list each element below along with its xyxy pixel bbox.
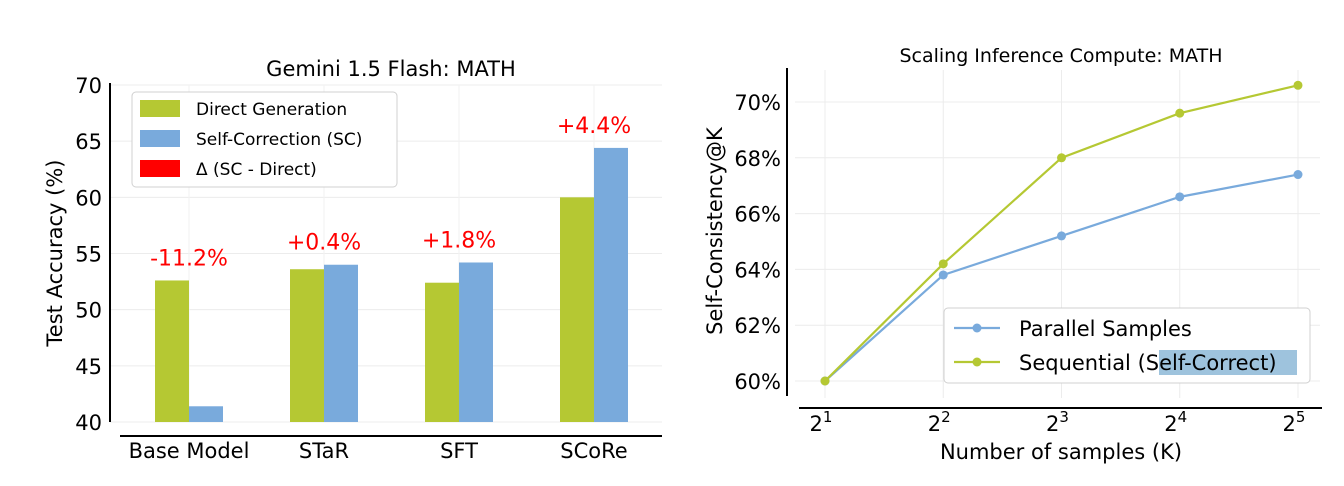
legend-label-sequential-prefix: Sequential ( [1019,351,1146,375]
bar-direct-score [560,197,594,422]
point-sequential-2 [820,376,830,386]
point-parallel-8 [1057,231,1066,241]
right-y-tick-70: 70% [734,91,781,115]
right-x-tick-base-16: 2 [1164,412,1177,436]
right-y-axis-label: Self-Consistency@K [703,126,727,335]
right-x-tick-2: 21 [810,408,833,436]
right-x-tick-base-4: 2 [928,412,941,436]
legend-highlight [1159,350,1297,375]
left-delta-labels: -11.2% +0.4% +1.8% +4.4% [150,114,631,272]
left-y-tick-70: 70 [75,74,102,98]
right-axes [786,68,1322,409]
right-x-tick-exp-8: 3 [1059,408,1069,426]
left-chart-title: Gemini 1.5 Flash: MATH [266,57,516,81]
bar-sc-star [324,264,358,422]
right-lines [820,80,1303,386]
right-y-ticks: 60% 62% 64% 66% 68% 70% [734,91,781,394]
bar-sc-base-model [189,406,223,422]
right-x-tick-base-8: 2 [1046,412,1059,436]
left-bars [155,147,628,422]
right-chart-title: Scaling Inference Compute: MATH [899,45,1222,67]
legend-marker-parallel [972,323,982,333]
point-parallel-16 [1175,192,1185,202]
left-x-tick-star: STaR [299,439,349,463]
left-y-ticks: 40 45 50 55 60 65 70 [75,74,102,435]
scaling-line-chart: 60%62%64%66%68%70% 21 22 23 24 25 Scaling In… [703,45,1322,464]
left-y-tick-60: 60 [75,186,102,210]
legend-label-delta: Δ (SC - Direct) [196,160,317,180]
legend-label-sequential: Sequential (Self-Correct) [1019,351,1277,375]
left-legend-frame [131,91,398,188]
right-y-tick-64: 64% [734,258,781,282]
right-x-tick-4: 22 [928,408,951,436]
delta-label-score: +4.4% [557,114,631,139]
right-x-tick-base-2: 2 [810,412,823,436]
bar-direct-star [290,269,324,422]
right-x-tick-base-32: 2 [1283,412,1296,436]
bar-direct-base-model [155,280,189,422]
legend-label-sequential-highlight: Self-Correct [1146,351,1269,375]
right-x-tick-16: 24 [1164,408,1187,436]
right-y-tick-60: 60% [734,370,781,394]
accuracy-bar-chart: -11.2% +0.4% +1.8% +4.4% 40 45 50 55 60 65 70 Bas… [43,57,662,463]
right-y-tick-62: 62% [734,314,781,338]
bar-direct-sft [425,282,459,422]
left-y-tick-50: 50 [75,299,102,323]
bar-sc-score [594,147,628,422]
legend-swatch-sc [140,130,180,147]
delta-label-base-model: -11.2% [150,246,228,271]
point-parallel-32 [1293,170,1303,180]
left-y-tick-40: 40 [75,411,102,435]
left-x-tick-sft: SFT [440,439,478,463]
left-y-axis-label: Test Accuracy (%) [43,160,67,348]
left-y-tick-65: 65 [75,130,102,154]
right-x-ticks: 21 22 23 24 25 [810,408,1306,436]
right-x-tick-exp-32: 5 [1296,408,1306,426]
point-sequential-8 [1057,153,1066,163]
bar-sc-sft [459,262,493,422]
legend-label-parallel: Parallel Samples [1019,317,1192,341]
left-y-tick-45: 45 [75,355,102,379]
left-y-tick-55: 55 [75,243,102,267]
right-x-tick-8: 23 [1046,408,1069,436]
left-x-tick-base-model: Base Model [129,439,250,463]
left-axes [109,83,662,437]
left-x-ticks: Base Model STaR SFT SCoRe [129,439,628,463]
legend-swatch-direct [140,100,180,117]
right-legend: Parallel Samples Sequential (Self-Correc… [943,307,1311,384]
right-y-tick-66: 66% [734,203,781,227]
legend-label-sc: Self-Correction (SC) [196,130,362,150]
right-x-tick-exp-4: 2 [941,408,951,426]
right-x-axis-label: Number of samples (K) [940,440,1182,464]
delta-label-sft: +1.8% [422,228,496,253]
legend-marker-sequential [972,357,982,367]
point-sequential-32 [1293,80,1303,90]
left-legend: Direct Generation Self-Correction (SC) Δ… [131,91,398,188]
point-parallel-4 [938,270,948,280]
legend-label-direct: Direct Generation [196,100,347,120]
point-sequential-16 [1175,108,1185,118]
legend-swatch-delta [140,160,180,177]
left-x-tick-score: SCoRe [560,439,627,463]
delta-label-star: +0.4% [287,231,361,256]
legend-label-sequential-suffix: ) [1268,351,1276,375]
right-x-tick-exp-16: 4 [1178,408,1188,426]
point-sequential-4 [938,259,948,269]
right-x-tick-exp-2: 1 [823,408,833,426]
right-x-tick-32: 25 [1283,408,1306,436]
right-y-tick-68: 68% [734,147,781,171]
